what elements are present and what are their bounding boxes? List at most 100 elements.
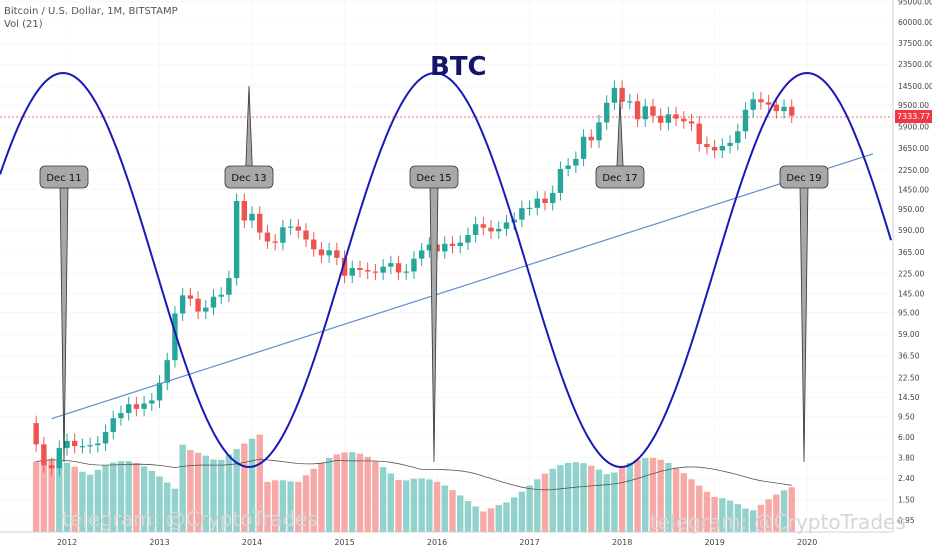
volume-bar — [719, 498, 726, 532]
candle — [141, 403, 147, 409]
y-tick-label: 36.50 — [898, 352, 920, 361]
y-tick-label: 6.00 — [898, 433, 915, 442]
y-tick-label: 14500.00 — [898, 82, 932, 91]
candle — [534, 198, 541, 208]
volume-bar — [611, 472, 618, 532]
candle — [195, 298, 201, 312]
y-tick-label: 1.50 — [898, 495, 915, 504]
volume-bar — [749, 510, 757, 532]
y-tick-label: 225.00 — [898, 270, 924, 279]
volume-bar — [202, 455, 209, 532]
candle — [550, 192, 556, 203]
candle — [241, 200, 248, 221]
candle — [711, 147, 718, 151]
current-price-tag: 7333.77 — [895, 110, 932, 123]
volume-bar — [279, 480, 287, 532]
y-tick-label: 950.00 — [898, 205, 924, 214]
volume-bar — [572, 462, 580, 532]
x-tick-label: 2016 — [427, 538, 447, 547]
volume-bar — [549, 468, 556, 532]
callout-label: Dec 17 — [602, 173, 637, 184]
volume-bar — [63, 462, 71, 532]
volume-bar — [773, 494, 780, 532]
candle — [287, 226, 294, 228]
volume-bar — [48, 458, 55, 532]
y-tick-label: 37500.00 — [898, 39, 932, 48]
candle — [742, 109, 749, 132]
y-tick-label: 3650.00 — [898, 144, 929, 153]
y-tick-label: 95000.00 — [898, 0, 932, 6]
volume-bar — [387, 473, 395, 532]
candle — [95, 443, 101, 446]
y-tick-label: 590.00 — [898, 226, 924, 235]
volume-bar — [302, 475, 310, 532]
callout-label: Dec 15 — [416, 173, 451, 184]
volume-bar — [94, 469, 102, 532]
volume-bar — [457, 495, 464, 532]
candle — [149, 400, 155, 404]
volume-bar — [510, 497, 518, 532]
volume-bar — [271, 480, 279, 532]
candle — [704, 144, 710, 148]
candle — [102, 431, 109, 444]
candle — [118, 413, 124, 419]
candle — [580, 136, 587, 159]
candle — [634, 101, 641, 120]
candle — [110, 418, 116, 432]
candle — [496, 228, 502, 232]
volume-bar — [487, 508, 495, 532]
candle — [418, 250, 425, 259]
volume-bar — [726, 500, 734, 532]
volume-bar — [164, 482, 171, 532]
candle — [41, 444, 47, 466]
candle — [681, 118, 687, 122]
volume-bar — [156, 476, 163, 532]
x-tick-label: 2020 — [797, 538, 817, 547]
candle — [79, 446, 86, 448]
volume-bar — [102, 465, 109, 532]
volume-bar — [356, 453, 364, 532]
candle — [457, 242, 463, 246]
volume-bar — [541, 473, 549, 532]
volume-bar — [148, 470, 156, 532]
candle — [727, 142, 733, 146]
callout-label: Dec 13 — [231, 173, 266, 184]
candle — [388, 263, 394, 267]
volume-bar — [125, 461, 132, 532]
volume-bar — [588, 465, 595, 532]
candle — [565, 165, 571, 169]
candle — [203, 307, 209, 312]
candle — [465, 234, 471, 243]
candle — [156, 382, 163, 401]
candle — [526, 207, 533, 210]
watermark-left: telegram: @CryptoTrades — [62, 507, 318, 531]
chart-title: BTC — [430, 52, 487, 82]
candle — [295, 226, 301, 231]
y-tick-label: 365.00 — [898, 248, 924, 257]
volume-bar — [40, 459, 48, 532]
candle — [411, 258, 417, 272]
volume-header: Vol (21) — [4, 19, 43, 30]
candle — [303, 230, 309, 240]
volume-bar — [110, 462, 117, 532]
volume-bar — [688, 479, 695, 532]
volume-bar — [379, 467, 387, 532]
candle — [557, 168, 564, 193]
y-tick-label: 145.00 — [898, 289, 924, 298]
volume-bar — [742, 508, 749, 532]
candle — [56, 447, 62, 469]
callout-box — [595, 165, 645, 189]
x-tick-label: 2014 — [242, 538, 262, 547]
volume-bar — [518, 491, 526, 532]
volume-bar — [341, 452, 348, 532]
candle — [750, 99, 756, 110]
volume-bar — [171, 488, 179, 532]
candle — [187, 295, 194, 299]
candle — [349, 268, 355, 276]
x-tick-label: 2018 — [612, 538, 632, 547]
candle — [596, 122, 602, 141]
candle — [364, 270, 371, 272]
volume-bar — [32, 461, 40, 532]
candle — [604, 102, 610, 123]
